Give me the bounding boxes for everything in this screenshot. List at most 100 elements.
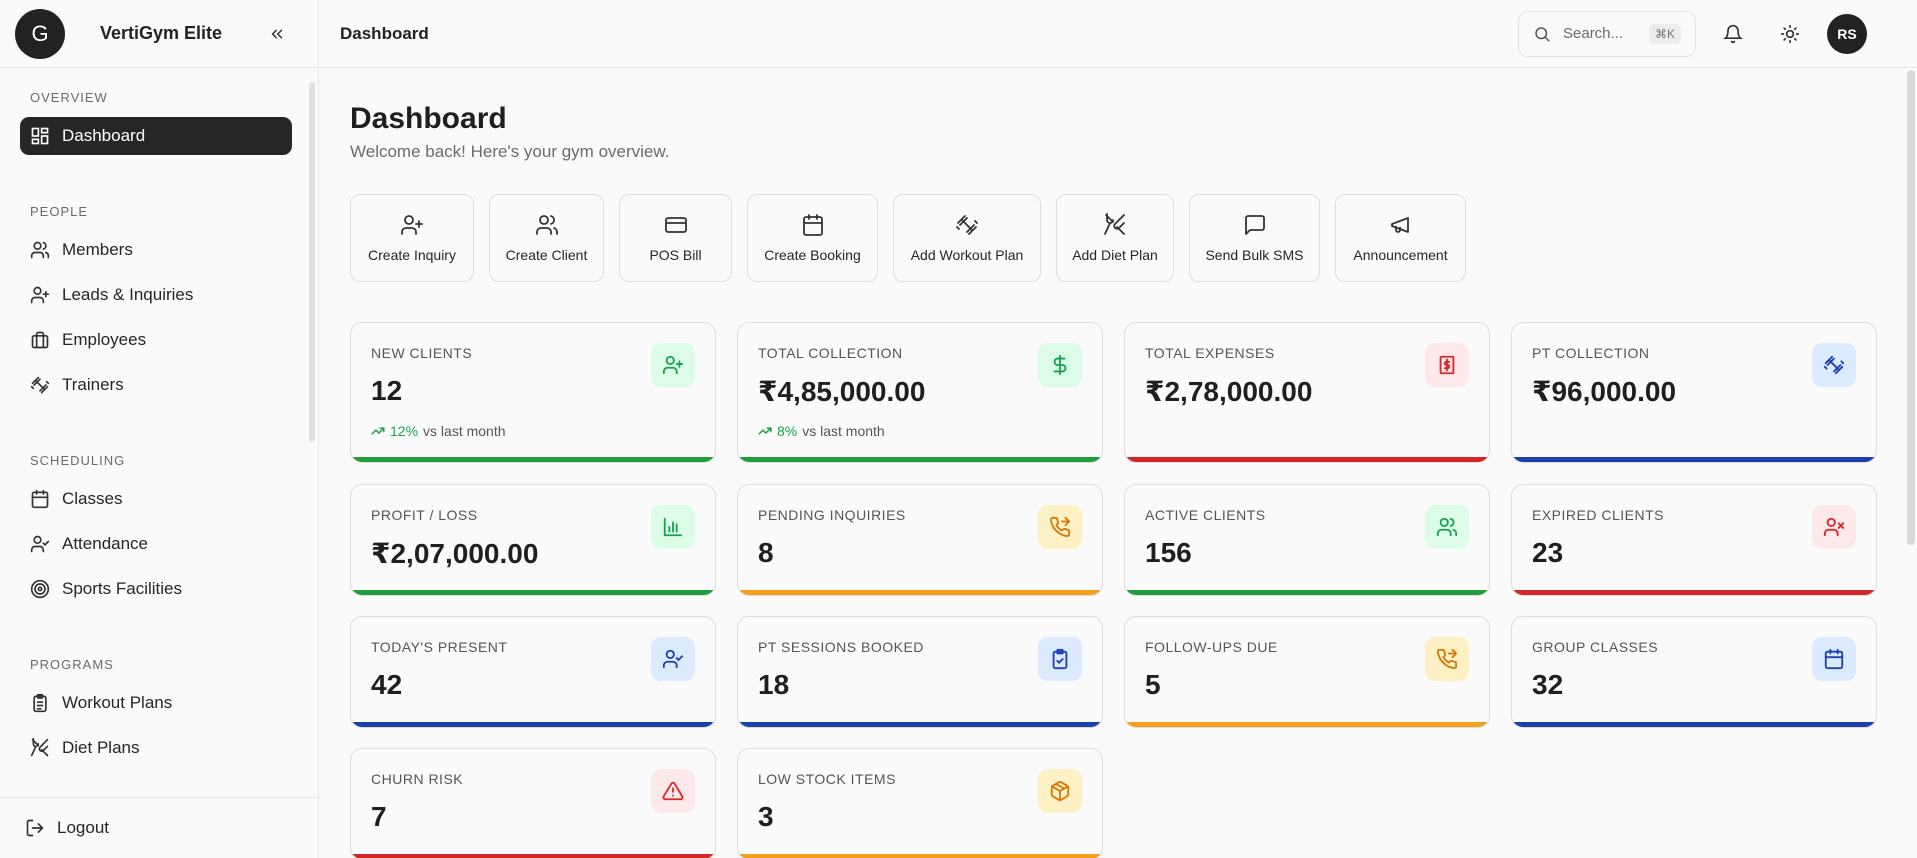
calendar-icon (31, 489, 49, 509)
users-icon (1425, 505, 1469, 549)
sidebar-item-label: Classes (62, 489, 123, 508)
sidebar-item-label: Workout Plans (62, 693, 173, 712)
stat-trend: 8% vs last month (758, 423, 885, 439)
sidebar-item-label: Employees (62, 330, 147, 349)
theme-toggle-button[interactable] (1770, 14, 1810, 54)
stat-card-low-stock-items[interactable]: LOW STOCK ITEMS 3 (737, 748, 1103, 858)
brand-name: VertiGym Elite (100, 23, 223, 43)
sidebar-item-members[interactable]: Members (20, 231, 292, 269)
stat-card-total-expenses[interactable]: TOTAL EXPENSES ₹2,78,000.00 (1124, 322, 1490, 463)
stat-accent-bar (351, 854, 715, 858)
sidebar-item-classes[interactable]: Classes (20, 480, 292, 518)
stat-card-total-collection[interactable]: TOTAL COLLECTION ₹4,85,000.00 8% vs last… (737, 322, 1103, 463)
dollar-icon (1038, 343, 1082, 387)
brand-logo[interactable]: G (15, 8, 65, 59)
sidebar-item-leads[interactable]: Leads & Inquiries (20, 276, 292, 314)
sidebar-item-diet-plans[interactable]: Diet Plans (20, 729, 292, 767)
stat-card-follow-ups-due[interactable]: FOLLOW-UPS DUE 5 (1124, 616, 1490, 728)
dashboard-icon (31, 127, 49, 145)
stat-label: TODAY'S PRESENT (371, 639, 508, 655)
stat-label: LOW STOCK ITEMS (758, 771, 896, 787)
create-client-button[interactable]: Create Client (489, 194, 604, 282)
stat-value: ₹2,78,000.00 (1145, 376, 1313, 407)
quick-action-label: Create Client (505, 247, 588, 263)
add-workout-plan-button[interactable]: Add Workout Plan (893, 194, 1041, 282)
stat-label: PT COLLECTION (1532, 345, 1650, 361)
quick-action-label: Add Diet Plan (1072, 247, 1158, 263)
logout-button[interactable]: Logout (0, 797, 319, 858)
stat-value: 18 (758, 669, 790, 700)
stat-card-churn-risk[interactable]: CHURN RISK 7 (350, 748, 716, 858)
sidebar-item-label: Dashboard (62, 126, 146, 145)
stat-accent-bar (1512, 457, 1876, 462)
phone-forward-icon (1038, 505, 1082, 549)
logout-label: Logout (57, 818, 109, 837)
trending-up-icon (758, 427, 772, 435)
stat-card-pending-inquiries[interactable]: PENDING INQUIRIES 8 (737, 484, 1103, 596)
pos-bill-button[interactable]: POS Bill (619, 194, 732, 282)
sidebar-item-workout-plans[interactable]: Workout Plans (20, 684, 292, 722)
stat-value: 23 (1532, 537, 1564, 568)
stat-label: FOLLOW-UPS DUE (1145, 639, 1278, 655)
stat-label: NEW CLIENTS (371, 345, 473, 361)
utensils-icon (1104, 213, 1125, 235)
stat-card-active-clients[interactable]: ACTIVE CLIENTS 156 (1124, 484, 1490, 596)
stat-card-pt-collection[interactable]: PT COLLECTION ₹96,000.00 (1511, 322, 1877, 463)
calendar-icon (802, 214, 823, 236)
send-bulk-sms-button[interactable]: Send Bulk SMS (1189, 194, 1320, 282)
stat-card-profit-loss[interactable]: PROFIT / LOSS ₹2,07,000.00 (350, 484, 716, 596)
header-title: Dashboard (340, 23, 429, 43)
avatar[interactable]: RS (1827, 13, 1867, 54)
announcement-button[interactable]: Announcement (1335, 194, 1466, 282)
calendar-icon (1812, 637, 1856, 681)
create-booking-button[interactable]: Create Booking (747, 194, 878, 282)
stat-trend: 12% vs last month (371, 423, 506, 439)
stat-card-todays-present[interactable]: TODAY'S PRESENT 42 (350, 616, 716, 728)
stat-label: PROFIT / LOSS (371, 507, 478, 523)
quick-action-label: Create Inquiry (368, 247, 456, 263)
stat-card-expired-clients[interactable]: EXPIRED CLIENTS 23 (1511, 484, 1877, 596)
bell-icon (1723, 24, 1743, 43)
sidebar-item-dashboard[interactable]: Dashboard (20, 117, 292, 155)
page-scrollbar[interactable] (1907, 70, 1915, 545)
stat-label: EXPIRED CLIENTS (1532, 507, 1664, 523)
stat-accent-bar (738, 590, 1102, 595)
sidebar-item-label: Sports Facilities (62, 579, 182, 598)
users-icon (30, 241, 50, 259)
sidebar-item-sports-facilities[interactable]: Sports Facilities (20, 570, 292, 608)
search-input[interactable]: Search... ⌘K (1518, 10, 1696, 57)
stat-value: 32 (1532, 669, 1564, 700)
sidebar-scrollbar[interactable] (309, 82, 315, 442)
stat-value: 5 (1145, 669, 1161, 700)
dumbbell-icon (956, 215, 978, 235)
notifications-button[interactable] (1713, 14, 1753, 54)
stat-value: 3 (758, 801, 774, 832)
sidebar-item-label: Leads & Inquiries (62, 285, 194, 304)
sidebar-item-trainers[interactable]: Trainers (20, 366, 292, 404)
sidebar-nav: OVERVIEW Dashboard PEOPLE Members Leads … (0, 70, 312, 790)
stat-trend-text: vs last month (802, 423, 885, 439)
stat-card-new-clients[interactable]: NEW CLIENTS 12 12% vs last month (350, 322, 716, 463)
user-plus-icon (651, 343, 695, 387)
page-title: Dashboard (350, 102, 507, 135)
briefcase-icon (31, 331, 49, 349)
stat-card-pt-sessions-booked[interactable]: PT SESSIONS BOOKED 18 (737, 616, 1103, 728)
clipboard-check-icon (1038, 637, 1082, 681)
sidebar-item-employees[interactable]: Employees (20, 321, 292, 359)
stat-accent-bar (1125, 457, 1489, 462)
main-content: Dashboard Welcome back! Here's your gym … (350, 69, 1880, 858)
dumbbell-icon (1812, 343, 1856, 387)
stat-value: 156 (1145, 537, 1192, 568)
add-diet-plan-button[interactable]: Add Diet Plan (1056, 194, 1174, 282)
search-placeholder: Search... (1563, 25, 1624, 42)
stat-card-group-classes[interactable]: GROUP CLASSES 32 (1511, 616, 1877, 728)
stat-trend-text: vs last month (423, 423, 506, 439)
create-inquiry-button[interactable]: Create Inquiry (350, 194, 474, 282)
nav-section-title: PROGRAMS (30, 657, 114, 672)
collapse-sidebar-button[interactable] (263, 20, 291, 48)
logout-icon (26, 819, 44, 837)
stat-value: 42 (371, 669, 403, 700)
sidebar-item-attendance[interactable]: Attendance (20, 525, 292, 563)
stat-trend-pct: 8% (777, 423, 798, 439)
stat-value: ₹96,000.00 (1532, 376, 1677, 407)
